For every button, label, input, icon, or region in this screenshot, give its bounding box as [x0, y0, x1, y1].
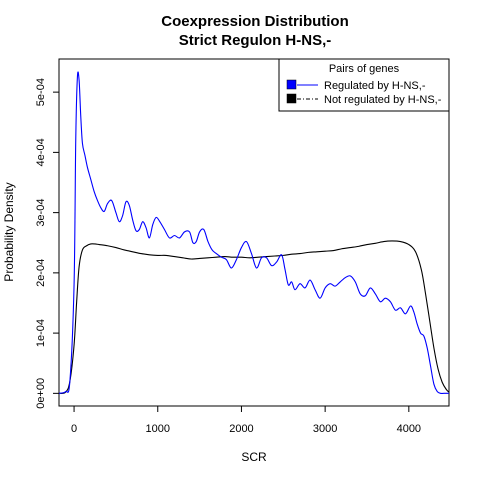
- chart-title: Coexpression Distribution: [161, 13, 349, 30]
- x-tick-label: 4000: [397, 423, 421, 435]
- legend-label-not-regulated: Not regulated by H-NS,-: [324, 94, 442, 106]
- y-axis: 0e+00 1e-04 2e-04 3e-04 4e-04 5e-04: [35, 78, 59, 409]
- x-tick-label: 0: [71, 423, 77, 435]
- y-tick-label: 3e-04: [35, 199, 47, 227]
- chart-subtitle: Strict Regulon H-NS,-: [179, 32, 332, 49]
- x-axis-label: SCR: [241, 450, 267, 464]
- x-tick-label: 1000: [146, 423, 170, 435]
- x-tick-label: 2000: [229, 423, 253, 435]
- plot-frame: [58, 58, 450, 407]
- legend-swatch-regulated: [286, 79, 297, 90]
- y-tick-label: 5e-04: [35, 78, 47, 106]
- y-tick-label: 4e-04: [35, 138, 47, 166]
- x-tick-label: 3000: [313, 423, 337, 435]
- y-axis-label: Probability Density: [2, 182, 16, 281]
- y-tick-label: 2e-04: [35, 259, 47, 287]
- legend-title: Pairs of genes: [329, 63, 400, 75]
- y-tick-label: 1e-04: [35, 319, 47, 347]
- series-line-not-regulated: [59, 240, 449, 394]
- legend-swatch-not-regulated: [286, 93, 297, 104]
- legend-label-regulated: Regulated by H-NS,-: [324, 80, 426, 92]
- x-axis: 0 1000 2000 3000 4000: [71, 406, 421, 435]
- legend: Pairs of genes Regulated by H-NS,- Not r…: [278, 58, 450, 112]
- series-line-regulated: [59, 71, 449, 395]
- y-tick-label: 0e+00: [35, 378, 47, 409]
- series-layer: [59, 71, 449, 395]
